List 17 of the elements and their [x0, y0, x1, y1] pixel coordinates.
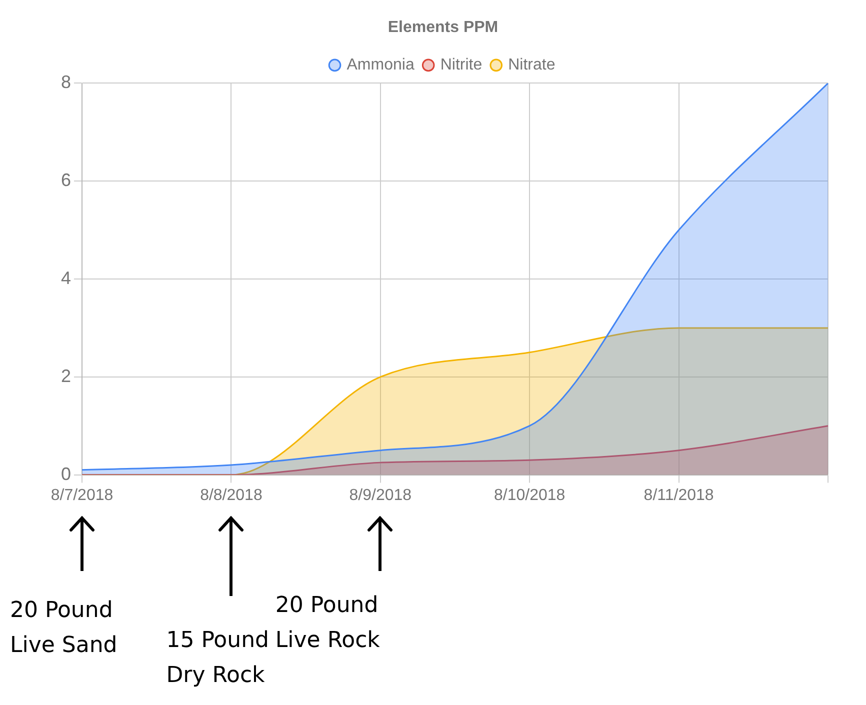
y-tick-label: 0: [60, 464, 72, 484]
x-tick-label: 8/10/2018: [494, 486, 566, 504]
legend-label: Nitrite: [440, 56, 482, 74]
y-tick-label: 6: [60, 170, 72, 190]
x-tick-label: 8/8/2018: [200, 486, 262, 504]
x-tick-label: 8/9/2018: [349, 486, 412, 504]
text: 15 Pound Dry Rock: [166, 628, 269, 688]
text: 20 Pound Live Rock: [275, 592, 381, 655]
x-tick-label: 8/11/2018: [644, 486, 714, 504]
x-tick-label: 8/7/2018: [50, 486, 114, 504]
y-tick-label: 4: [60, 268, 72, 288]
chart-title: Elements PPM: [388, 19, 498, 36]
y-tick-label: 8: [60, 72, 72, 92]
text: 20 Pound Live Sand: [10, 597, 118, 660]
legend-label: Ammonia: [346, 56, 414, 74]
y-tick-label: 2: [60, 366, 72, 386]
legend-label: Nitrate: [508, 56, 556, 74]
